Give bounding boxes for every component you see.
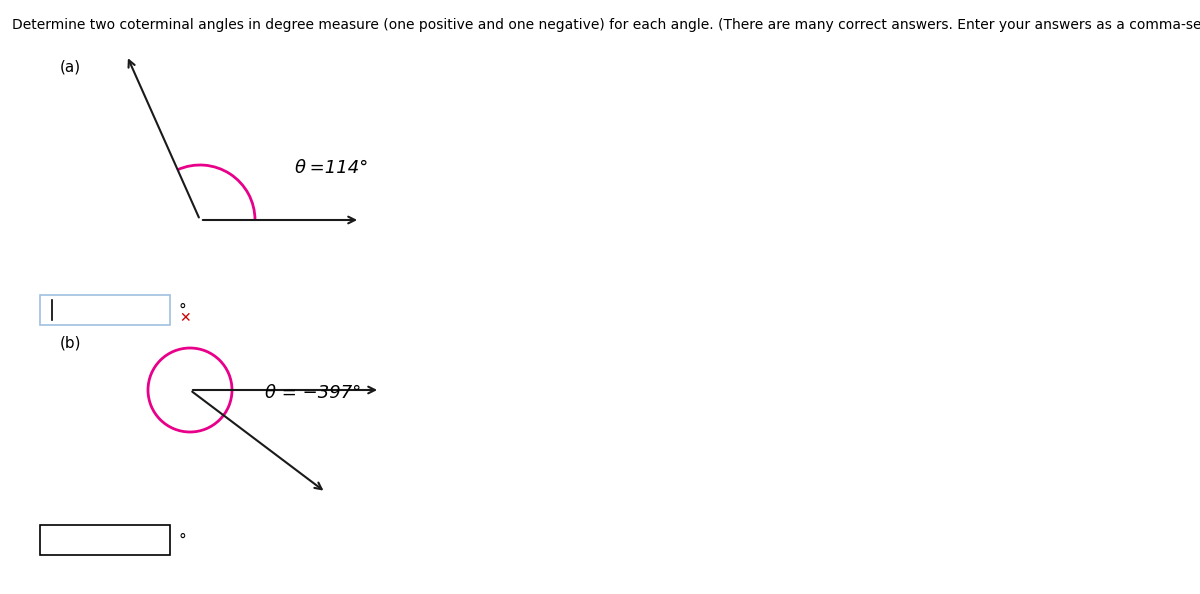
- Text: °: °: [178, 532, 186, 548]
- Bar: [40, 295, 170, 325]
- Text: (b): (b): [60, 335, 82, 350]
- Text: θ =114°: θ =114°: [295, 159, 368, 177]
- Text: θ = −397°: θ = −397°: [265, 384, 361, 402]
- Text: ✕: ✕: [179, 311, 191, 325]
- Bar: [40, 525, 170, 555]
- Text: Determine two coterminal angles in degree measure (one positive and one negative: Determine two coterminal angles in degre…: [12, 18, 1200, 32]
- Text: (a): (a): [60, 60, 82, 75]
- Text: °: °: [178, 302, 186, 318]
